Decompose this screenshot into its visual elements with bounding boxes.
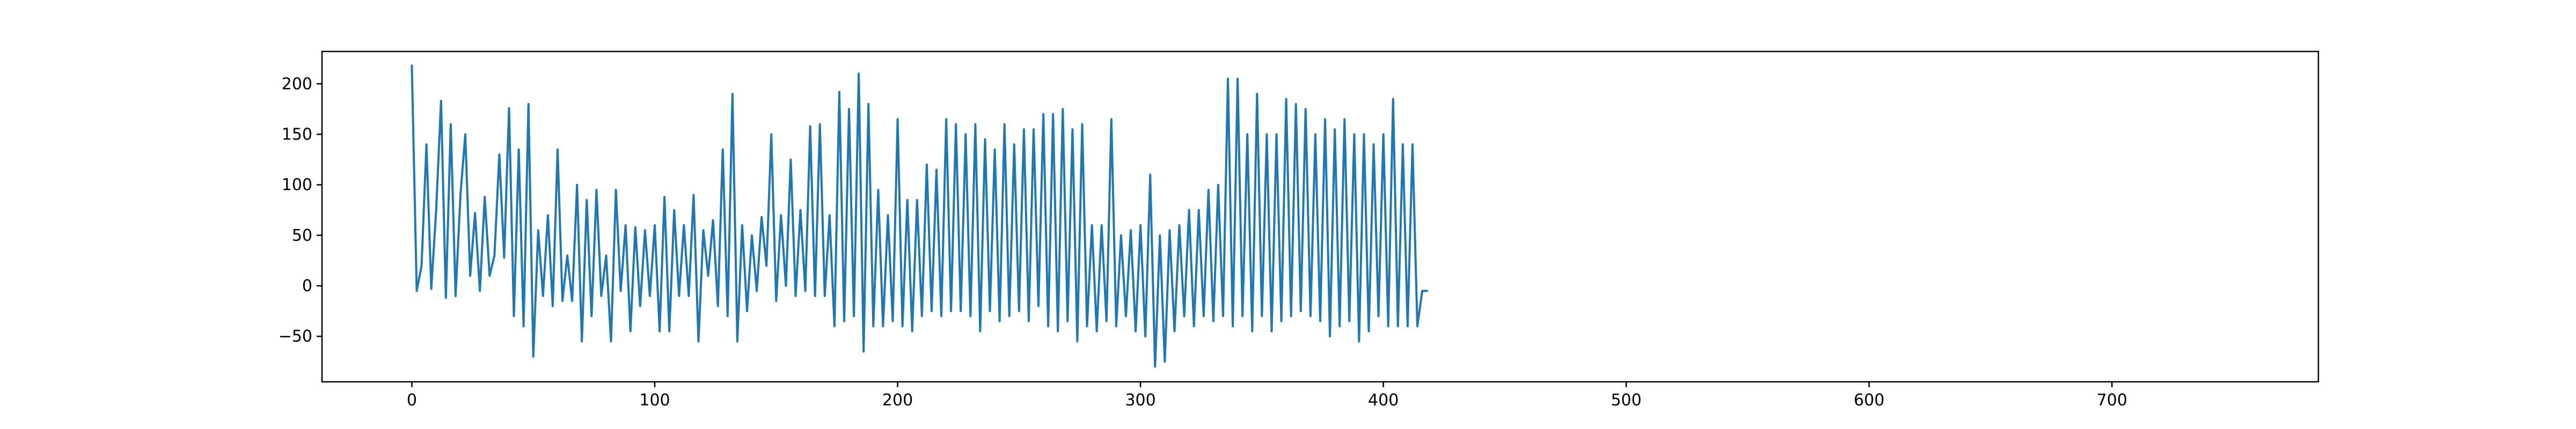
- x-tick-label: 100: [639, 391, 670, 410]
- x-tick-label: 0: [407, 391, 417, 410]
- x-tick-label: 300: [1125, 391, 1155, 410]
- x-tick-label: 200: [882, 391, 913, 410]
- y-tick-label: −50: [279, 327, 312, 346]
- x-tick-label: 500: [1611, 391, 1642, 410]
- y-tick-label: 100: [282, 176, 312, 195]
- x-tick-label: 600: [1854, 391, 1884, 410]
- y-tick-label: 200: [282, 75, 312, 93]
- x-tick-label: 400: [1368, 391, 1399, 410]
- y-tick-label: 150: [282, 125, 312, 144]
- y-tick-label: 0: [302, 277, 312, 295]
- y-tick-label: 50: [292, 226, 312, 245]
- x-tick-label: 700: [2097, 391, 2127, 410]
